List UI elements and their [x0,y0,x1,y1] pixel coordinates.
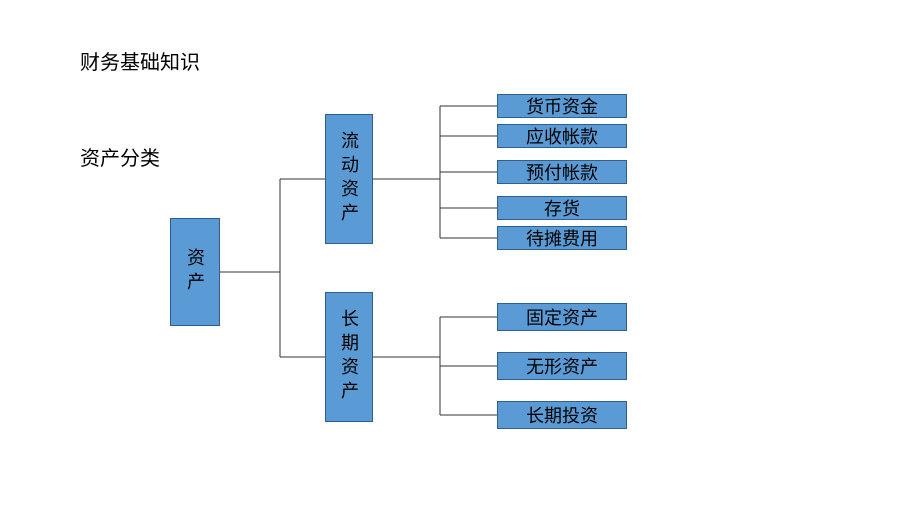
leaf-prepaid: 预付帐款 [497,160,627,184]
leaf-inventory-label: 存货 [544,195,580,221]
node-current-label: 流动资产 [336,131,362,227]
leaf-cash: 货币资金 [497,94,627,118]
leaf-intang: 无形资产 [497,352,627,380]
leaf-fixed-label: 固定资产 [526,304,598,330]
leaf-prepaid-label: 预付帐款 [526,159,598,185]
node-root-asset: 资产 [170,218,220,326]
leaf-ltinvest: 长期投资 [497,401,627,429]
title-text: 财务基础知识 [80,52,200,74]
node-longterm-assets: 长期资产 [325,292,373,422]
page-title: 财务基础知识 [80,46,200,75]
leaf-fixed: 固定资产 [497,303,627,331]
leaf-cash-label: 货币资金 [526,93,598,119]
leaf-deferred-label: 待摊费用 [526,225,598,251]
subtitle-text: 资产分类 [80,148,160,170]
leaf-deferred: 待摊费用 [497,226,627,250]
leaf-intang-label: 无形资产 [526,353,598,379]
node-longterm-label: 长期资产 [336,309,362,405]
connector-lines [0,0,920,518]
leaf-ar-label: 应收帐款 [526,123,598,149]
leaf-inventory: 存货 [497,196,627,220]
leaf-ltinvest-label: 长期投资 [526,402,598,428]
diagram-canvas: 财务基础知识 资产分类 资产 流动资产 长期资产 货币资金应收帐款预付帐款存货待… [0,0,920,518]
node-current-assets: 流动资产 [325,114,373,244]
page-subtitle: 资产分类 [80,142,160,171]
leaf-ar: 应收帐款 [497,124,627,148]
node-root-label: 资产 [182,248,208,296]
